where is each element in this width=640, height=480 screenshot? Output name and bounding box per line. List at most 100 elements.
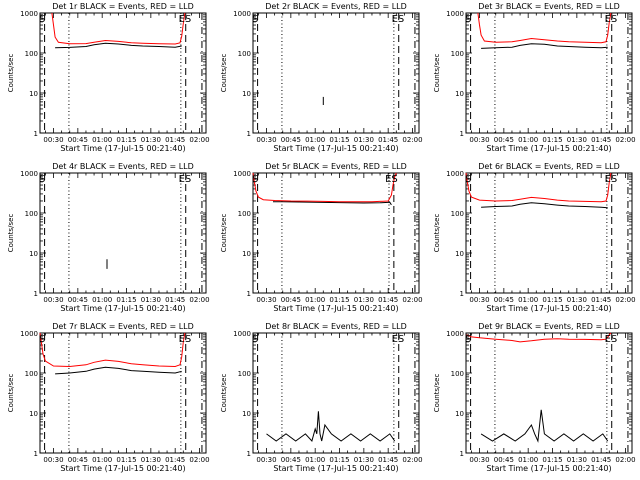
plot-frame bbox=[252, 12, 420, 134]
y-axis-label: Counts/sec bbox=[220, 214, 228, 253]
series-line-events bbox=[481, 202, 608, 209]
y-axis-label: Counts/sec bbox=[7, 54, 15, 93]
x-tick-label: 01:45 bbox=[165, 456, 185, 464]
chart-panel-1r: Det 1r BLACK = Events, RED = LLD 1 10 100 10… bbox=[7, 2, 210, 153]
x-axis-label: Start Time (17-Jul-15 00:21:40) bbox=[486, 304, 611, 313]
x-axis-label: Start Time (17-Jul-15 00:21:40) bbox=[60, 464, 185, 473]
x-tick-label: 01:00 bbox=[518, 296, 538, 304]
x-tick-label: 01:00 bbox=[92, 136, 112, 144]
chart-panel-4r: Det 4r BLACK = Events, RED = LLD 1 10 100 10… bbox=[7, 162, 210, 313]
series-line-events bbox=[266, 411, 396, 443]
series-line-lld bbox=[465, 172, 612, 203]
y-tick-label: 1000 bbox=[20, 330, 38, 338]
series-line-lld bbox=[477, 12, 612, 44]
x-tick-label: 01:30 bbox=[141, 296, 161, 304]
x-tick-label: 00:45 bbox=[68, 136, 88, 144]
plot-frame bbox=[465, 172, 633, 294]
y-axis-label: Counts/sec bbox=[433, 374, 441, 413]
x-tick-label: 00:30 bbox=[43, 136, 63, 144]
x-tick-label: 00:45 bbox=[281, 136, 301, 144]
y-tick-label: 1000 bbox=[20, 170, 38, 178]
x-tick-label: 01:45 bbox=[165, 136, 185, 144]
chart-panel-3r: Det 3r BLACK = Events, RED = LLD 1 10 100 10… bbox=[433, 2, 636, 153]
x-tick-label: 00:45 bbox=[68, 456, 88, 464]
x-tick-label: 00:30 bbox=[469, 136, 489, 144]
x-tick-label: 01:45 bbox=[378, 136, 398, 144]
plot-frame bbox=[465, 332, 633, 454]
x-tick-label: 01:45 bbox=[378, 296, 398, 304]
y-tick-label: 1 bbox=[34, 130, 38, 138]
x-tick-label: 01:15 bbox=[329, 296, 349, 304]
panel-title: Det 4r BLACK = Events, RED = LLD bbox=[52, 162, 194, 171]
x-tick-label: 02:00 bbox=[189, 296, 209, 304]
x-tick-label: 00:30 bbox=[469, 456, 489, 464]
x-tick-label: 01:30 bbox=[354, 456, 374, 464]
y-tick-label: 10 bbox=[242, 90, 251, 98]
x-tick-label: 01:15 bbox=[542, 136, 562, 144]
y-tick-label: 10 bbox=[242, 410, 251, 418]
x-tick-label: 01:00 bbox=[92, 296, 112, 304]
x-tick-label: 00:45 bbox=[494, 136, 514, 144]
y-tick-label: 1 bbox=[34, 290, 38, 298]
y-tick-label: 100 bbox=[451, 50, 464, 58]
series-line-events bbox=[55, 42, 182, 49]
x-tick-label: 01:00 bbox=[518, 456, 538, 464]
y-tick-label: 1 bbox=[34, 450, 38, 458]
panel-title: Det 9r BLACK = Events, RED = LLD bbox=[478, 322, 620, 331]
y-tick-label: 10 bbox=[455, 250, 464, 258]
panel-title: Det 1r BLACK = Events, RED = LLD bbox=[52, 2, 194, 11]
x-tick-label: 01:15 bbox=[329, 136, 349, 144]
marker-start-label: S bbox=[39, 334, 45, 345]
y-tick-label: 1 bbox=[460, 130, 464, 138]
y-tick-label: 1000 bbox=[233, 330, 251, 338]
plot-frame bbox=[39, 332, 207, 454]
y-axis-label: Counts/sec bbox=[7, 214, 15, 253]
x-tick-label: 02:00 bbox=[615, 296, 635, 304]
chart-panel-9r: Det 9r BLACK = Events, RED = LLD 1 10 100 10… bbox=[433, 322, 636, 473]
plot-frame bbox=[465, 12, 633, 134]
y-tick-label: 1 bbox=[247, 130, 251, 138]
y-tick-label: 10 bbox=[29, 410, 38, 418]
marker-end-label: ES bbox=[179, 14, 192, 25]
y-axis-label: Counts/sec bbox=[220, 54, 228, 93]
marker-start-label: S bbox=[465, 14, 471, 25]
marker-end-label: ES bbox=[385, 174, 398, 185]
x-tick-label: 01:15 bbox=[329, 456, 349, 464]
x-tick-label: 01:00 bbox=[92, 456, 112, 464]
x-tick-label: 01:30 bbox=[354, 296, 374, 304]
x-tick-label: 01:15 bbox=[116, 296, 136, 304]
x-tick-label: 01:30 bbox=[567, 296, 587, 304]
panel-title: Det 8r BLACK = Events, RED = LLD bbox=[265, 322, 407, 331]
x-tick-label: 02:00 bbox=[189, 456, 209, 464]
series-line-events bbox=[480, 409, 609, 443]
x-tick-label: 01:15 bbox=[542, 456, 562, 464]
x-tick-label: 01:30 bbox=[141, 456, 161, 464]
x-axis-label: Start Time (17-Jul-15 00:21:40) bbox=[60, 144, 185, 153]
y-tick-label: 1000 bbox=[20, 10, 38, 18]
x-tick-label: 00:30 bbox=[256, 136, 276, 144]
x-tick-label: 00:45 bbox=[494, 456, 514, 464]
x-tick-label: 02:00 bbox=[402, 136, 422, 144]
y-tick-label: 100 bbox=[25, 370, 38, 378]
marker-end-label: ES bbox=[179, 174, 192, 185]
x-tick-label: 01:00 bbox=[518, 136, 538, 144]
x-tick-label: 02:00 bbox=[189, 136, 209, 144]
panel-title: Det 7r BLACK = Events, RED = LLD bbox=[52, 322, 194, 331]
marker-start-label: S bbox=[465, 174, 471, 185]
panel-title: Det 2r BLACK = Events, RED = LLD bbox=[265, 2, 407, 11]
x-tick-label: 01:00 bbox=[305, 296, 325, 304]
x-tick-label: 01:45 bbox=[591, 136, 611, 144]
y-tick-label: 10 bbox=[242, 250, 251, 258]
plot-frame bbox=[252, 172, 420, 294]
x-tick-label: 01:30 bbox=[567, 136, 587, 144]
marker-start-label: S bbox=[39, 14, 45, 25]
y-tick-label: 1 bbox=[247, 290, 251, 298]
y-tick-label: 10 bbox=[29, 90, 38, 98]
marker-start-label: S bbox=[39, 174, 45, 185]
x-axis-label: Start Time (17-Jul-15 00:21:40) bbox=[60, 304, 185, 313]
y-tick-label: 10 bbox=[29, 250, 38, 258]
panel-title: Det 6r BLACK = Events, RED = LLD bbox=[478, 162, 620, 171]
y-tick-label: 1000 bbox=[446, 170, 464, 178]
y-tick-label: 1000 bbox=[446, 10, 464, 18]
